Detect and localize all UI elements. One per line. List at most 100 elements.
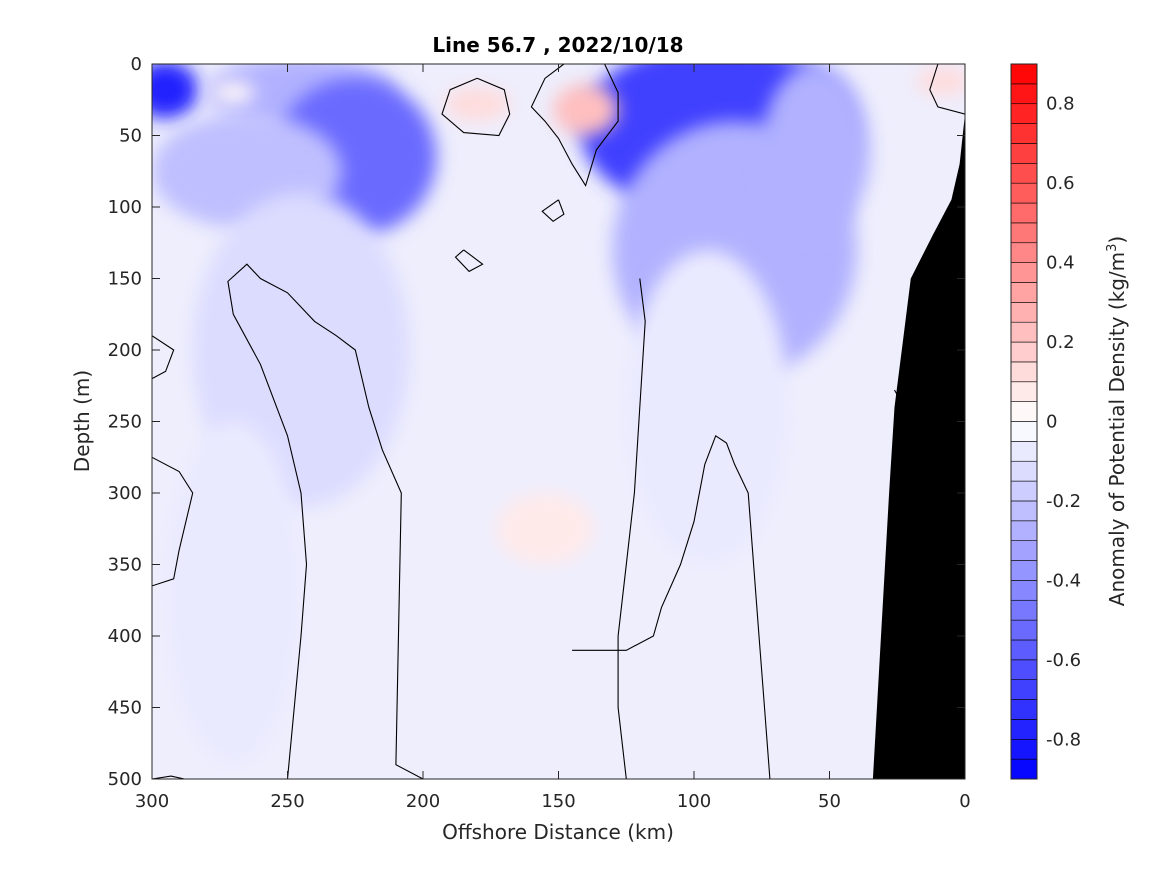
colorbar-band-9	[1010, 580, 1038, 601]
zero-contour-line-9	[152, 775, 185, 779]
y-tick-label-10: 500	[108, 769, 142, 790]
anomaly-patch-10	[444, 86, 510, 122]
colorbar-band-28	[1010, 202, 1038, 224]
x-axis-label: Offshore Distance (km)	[442, 820, 674, 844]
colorbar-label-close: )	[1105, 236, 1129, 244]
colorbar-band-27	[1010, 222, 1038, 244]
colorbar-frame	[1010, 63, 1038, 780]
y-axis-label: Depth (m)	[70, 370, 94, 472]
y-tick-label-3: 150	[108, 269, 142, 290]
colorbar-band-24	[1010, 282, 1038, 303]
plot-area	[151, 63, 966, 780]
colorbar-band-22	[1010, 321, 1038, 343]
colorbar-band-0	[1010, 758, 1038, 780]
y-tick-label-9: 450	[108, 698, 142, 719]
colorbar: 0.8 0.6 0.4 0.2 0 -0.2 -0.4 -0.6 -0.8	[1010, 63, 1081, 780]
colorbar-band-33	[1010, 103, 1038, 124]
colorbar-band-18	[1010, 401, 1038, 422]
colorbar-band-1	[1010, 738, 1038, 760]
anomaly-patch-11	[553, 84, 619, 136]
y-tick-label-0: 0	[131, 54, 142, 75]
colorbar-tick-label-8: -0.8	[1046, 729, 1081, 750]
colorbar-band-11	[1010, 540, 1038, 561]
y-tick-label-7: 350	[108, 555, 142, 576]
colorbar-band-30	[1010, 163, 1038, 184]
zero-contour-line-7	[152, 335, 175, 380]
zero-contour-line-4	[227, 263, 424, 779]
colorbar-band-26	[1010, 242, 1038, 263]
anomaly-patch-9	[761, 64, 871, 236]
colorbar-tick-label-5: -0.2	[1046, 491, 1081, 512]
zero-contour-line-2	[541, 199, 565, 222]
zero-contour-line-6	[572, 434, 771, 779]
anomaly-patch-12	[496, 493, 594, 565]
y-tick-label-6: 300	[108, 483, 142, 504]
colorbar-band-4	[1010, 679, 1038, 700]
x-tick-label-6: 0	[959, 791, 970, 812]
colorbar-band-20	[1010, 361, 1038, 383]
density-field	[152, 64, 965, 779]
colorbar-tick-label-3: 0.2	[1046, 332, 1075, 353]
zero-contour-line-0	[441, 77, 511, 137]
x-tick-label-5: 50	[818, 791, 841, 812]
colorbar-tick-label-2: 0.4	[1046, 253, 1075, 274]
colorbar-band-12	[1010, 520, 1038, 541]
x-tick-label-0: 300	[135, 791, 169, 812]
colorbar-band-8	[1010, 599, 1038, 621]
y-tick-label-4: 200	[108, 340, 142, 361]
y-tick-label-5: 250	[108, 412, 142, 433]
colorbar-band-21	[1010, 341, 1038, 363]
zero-contour-line-1	[530, 64, 619, 187]
colorbar-band-2	[1010, 719, 1038, 740]
bathymetry	[872, 114, 965, 779]
anomaly-patch-0	[152, 64, 199, 119]
anomaly-patch-5	[165, 421, 302, 765]
zero-contours	[152, 64, 965, 779]
colorbar-label-main: Anomaly of Potential Density (kg/m	[1105, 252, 1129, 606]
colorbar-band-10	[1010, 560, 1038, 581]
colorbar-tick-label-7: -0.6	[1046, 650, 1081, 671]
colorbar-tick-label-0: 0.8	[1046, 94, 1075, 115]
colorbar-label: Anomaly of Potential Density (kg/m3)	[1105, 236, 1129, 606]
bathymetry-shelf	[872, 114, 965, 779]
colorbar-band-25	[1010, 262, 1038, 283]
colorbar-band-6	[1010, 639, 1038, 661]
y-tick-label-1: 50	[119, 126, 142, 147]
colorbar-band-7	[1010, 619, 1038, 641]
anomaly-patch-14	[211, 81, 255, 105]
colorbar-tick-label-6: -0.4	[1046, 570, 1081, 591]
colorbar-band-3	[1010, 699, 1038, 720]
colorbar-band-17	[1010, 421, 1038, 442]
x-tick-label-1: 250	[270, 791, 304, 812]
y-axis: 0 50 100 150 200 250 300 350 400 450 500	[108, 54, 965, 790]
y-tick-label-8: 400	[108, 626, 142, 647]
colorbar-band-32	[1010, 123, 1038, 144]
colorbar-band-5	[1010, 659, 1038, 680]
colorbar-band-23	[1010, 302, 1038, 323]
colorbar-band-35	[1010, 63, 1038, 85]
x-tick-label-4: 100	[677, 791, 711, 812]
colorbar-tick-label-1: 0.6	[1046, 173, 1075, 194]
colorbar-band-13	[1010, 500, 1038, 522]
colorbar-band-19	[1010, 381, 1038, 402]
colorbar-band-34	[1010, 83, 1038, 105]
x-tick-label-2: 200	[406, 791, 440, 812]
x-tick-label-3: 150	[541, 791, 575, 812]
anomaly-patch-8	[626, 249, 789, 565]
colorbar-band-14	[1010, 480, 1038, 502]
colorbar-band-31	[1010, 143, 1038, 164]
zero-contour-line-5	[617, 278, 646, 779]
zero-contour-line-8	[152, 456, 194, 587]
chart-title: Line 56.7 , 2022/10/18	[432, 33, 683, 57]
y-tick-label-2: 100	[108, 197, 142, 218]
x-axis: 300 250 200 150 100 50 0	[135, 64, 971, 812]
colorbar-band-15	[1010, 460, 1038, 482]
colorbar-band-16	[1010, 441, 1038, 462]
colorbar-band-29	[1010, 182, 1038, 204]
zero-contour-line-3	[454, 249, 484, 273]
colorbar-label-sup: 3	[1105, 244, 1120, 252]
zero-contour-line-11	[929, 64, 965, 115]
anomaly-patch-13	[916, 66, 965, 96]
colorbar-tick-label-4: 0	[1046, 412, 1057, 433]
